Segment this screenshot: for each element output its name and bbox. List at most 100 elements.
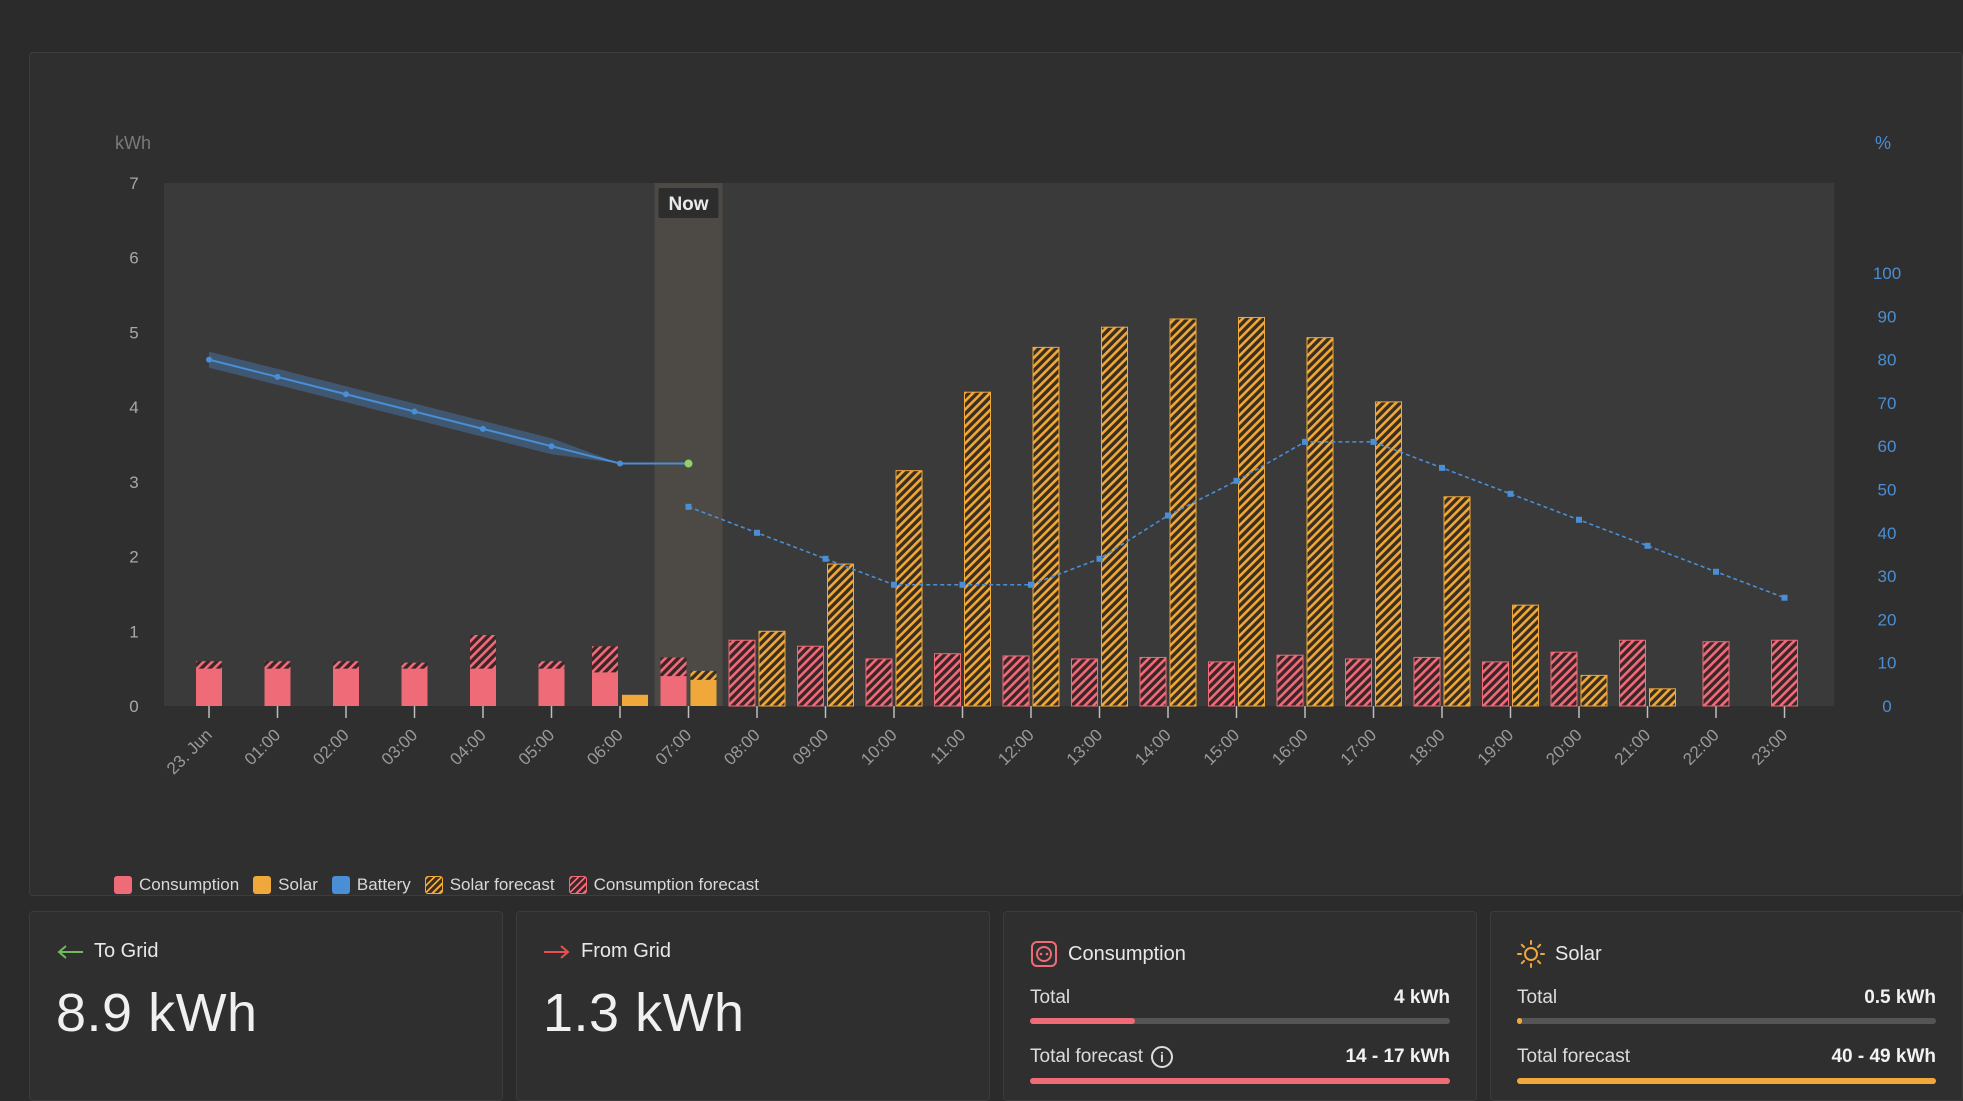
y-left-tick: 0 — [129, 697, 138, 716]
consumption-bar — [196, 668, 222, 706]
consumption-swatch — [114, 876, 132, 894]
consumption-bar — [538, 668, 565, 706]
x-tick-label: 15:00 — [1200, 725, 1244, 769]
solar-bar — [622, 694, 648, 706]
legend-label: Battery — [356, 875, 411, 894]
forecast-label: Total forecast — [1517, 1046, 1630, 1067]
battery-forecast-point — [1439, 464, 1445, 471]
x-tick-label: 09:00 — [789, 725, 833, 769]
plug-socket-icon — [1031, 941, 1057, 967]
solar-total-row: Total 0.5 kWh — [1517, 987, 1936, 1009]
x-tick-label: 18:00 — [1405, 725, 1449, 769]
consumption-forecast-bar — [1030, 1078, 1450, 1084]
solar-total-bar — [1517, 1018, 1936, 1024]
battery-point — [480, 425, 486, 432]
solar-forecast-bar — [1032, 346, 1060, 707]
solar-forecast-row: Total forecast 40 - 49 kWh — [1517, 1046, 1936, 1068]
sun-icon — [1517, 940, 1545, 968]
y-right-tick: 20 — [1878, 610, 1897, 629]
total-value: 0.5 kWh — [1864, 987, 1936, 1008]
consumption-card: Consumption Total 4 kWh Total forecast i… — [1003, 911, 1477, 1101]
legend-consumption-forecast[interactable]: Consumption forecast — [568, 875, 759, 895]
battery-forecast-point — [1028, 581, 1034, 588]
x-tick-label: 11:00 — [927, 725, 970, 768]
x-tick-label: 22:00 — [1679, 725, 1723, 769]
consumption-bar — [401, 668, 428, 706]
solar-forecast-bar — [895, 470, 923, 707]
to-grid-title: To Grid — [56, 940, 158, 963]
solar-forecast-bar — [1443, 496, 1471, 707]
solar-card: Solar Total 0.5 kWh Total forecast 40 - … — [1490, 911, 1963, 1101]
total-label: Total — [1030, 987, 1071, 1008]
from-grid-label: From Grid — [581, 940, 671, 962]
battery-point — [206, 356, 212, 363]
consumption-bar — [333, 668, 359, 706]
legend-label: Consumption forecast — [593, 875, 759, 894]
battery-swatch — [331, 876, 350, 894]
solar-swatch — [253, 876, 272, 894]
solar-forecast-bar — [1512, 604, 1539, 707]
consumption-forecast-bar — [1413, 656, 1441, 707]
consumption-total-row: Total 4 kWh — [1030, 987, 1450, 1009]
x-tick-label: 16:00 — [1268, 725, 1312, 769]
now-label: Now — [668, 194, 708, 215]
battery-point — [617, 460, 623, 467]
consumption-forecast-bar — [728, 639, 756, 707]
from-grid-value: 1.3 kWh — [543, 983, 745, 1043]
x-tick-label: 13:00 — [1063, 725, 1107, 769]
y-right-tick: 90 — [1878, 307, 1897, 326]
legend-battery[interactable]: Battery — [331, 875, 411, 895]
solar-label: Solar — [1555, 942, 1602, 965]
consumption-bar — [470, 668, 496, 706]
x-tick-label: 14:00 — [1131, 725, 1175, 769]
x-tick-label: 19:00 — [1474, 725, 1518, 769]
x-tick-label: 12:00 — [994, 725, 1038, 769]
legend-solar[interactable]: Solar — [253, 875, 318, 895]
x-tick-label: 23:00 — [1748, 725, 1792, 769]
x-tick-label: 10:00 — [857, 725, 901, 769]
battery-forecast-point — [891, 581, 897, 588]
consumption-forecast-bar — [1208, 661, 1235, 707]
y-right-tick: 30 — [1878, 567, 1897, 586]
legend-label: Solar forecast — [449, 875, 555, 894]
battery-forecast-point — [959, 581, 966, 588]
solar-forecast-bar — [1649, 688, 1676, 707]
y-left-tick: 4 — [129, 398, 138, 417]
consumption-forecast-bar — [1276, 654, 1304, 707]
info-icon[interactable]: i — [1151, 1046, 1173, 1068]
x-tick-label: 07:00 — [652, 725, 696, 769]
battery-forecast-point — [1781, 594, 1788, 601]
x-tick-label: 03:00 — [378, 725, 422, 769]
consumption-forecast-fill — [1030, 1078, 1450, 1084]
consumption-forecast-bar — [1482, 661, 1509, 707]
to-grid-label: To Grid — [94, 940, 159, 962]
from-grid-card: From Grid 1.3 kWh — [516, 911, 990, 1101]
arrow-left-icon — [57, 944, 83, 959]
consumption-forecast-bar — [1139, 656, 1167, 707]
battery-forecast-point — [685, 503, 692, 510]
legend-label: Solar — [278, 875, 318, 894]
legend-consumption[interactable]: Consumption — [114, 875, 239, 895]
consumption-bar — [264, 668, 291, 706]
consumption-forecast-row: Total forecast i 14 - 17 kWh — [1030, 1046, 1450, 1068]
solar-forecast-fill — [1517, 1078, 1936, 1084]
consumption-total-bar — [1030, 1018, 1450, 1024]
y-left-tick: 5 — [129, 323, 138, 342]
consumption-bar — [592, 672, 618, 706]
solar-forecast-bar — [1306, 337, 1334, 707]
legend-solar-forecast[interactable]: Solar forecast — [424, 875, 555, 895]
solar-forecast-bar — [1580, 674, 1608, 707]
consumption-forecast-bar — [1002, 655, 1030, 707]
total-value: 4 kWh — [1394, 987, 1450, 1008]
legend-label: Consumption — [139, 875, 240, 894]
consumption-label: Consumption — [1068, 942, 1186, 965]
y-right-axis-label: % — [1875, 133, 1891, 153]
chart-legend: Consumption Solar Battery Solar forecast… — [114, 875, 759, 895]
battery-forecast-point — [822, 555, 829, 562]
y-right-tick: 40 — [1878, 524, 1897, 543]
consumption-forecast-bar — [1702, 641, 1730, 707]
consumption-title: Consumption — [1030, 940, 1186, 968]
x-tick-label: 17:00 — [1337, 725, 1381, 769]
solar-forecast-bar — [1238, 316, 1265, 707]
y-left-tick: 6 — [129, 249, 138, 268]
